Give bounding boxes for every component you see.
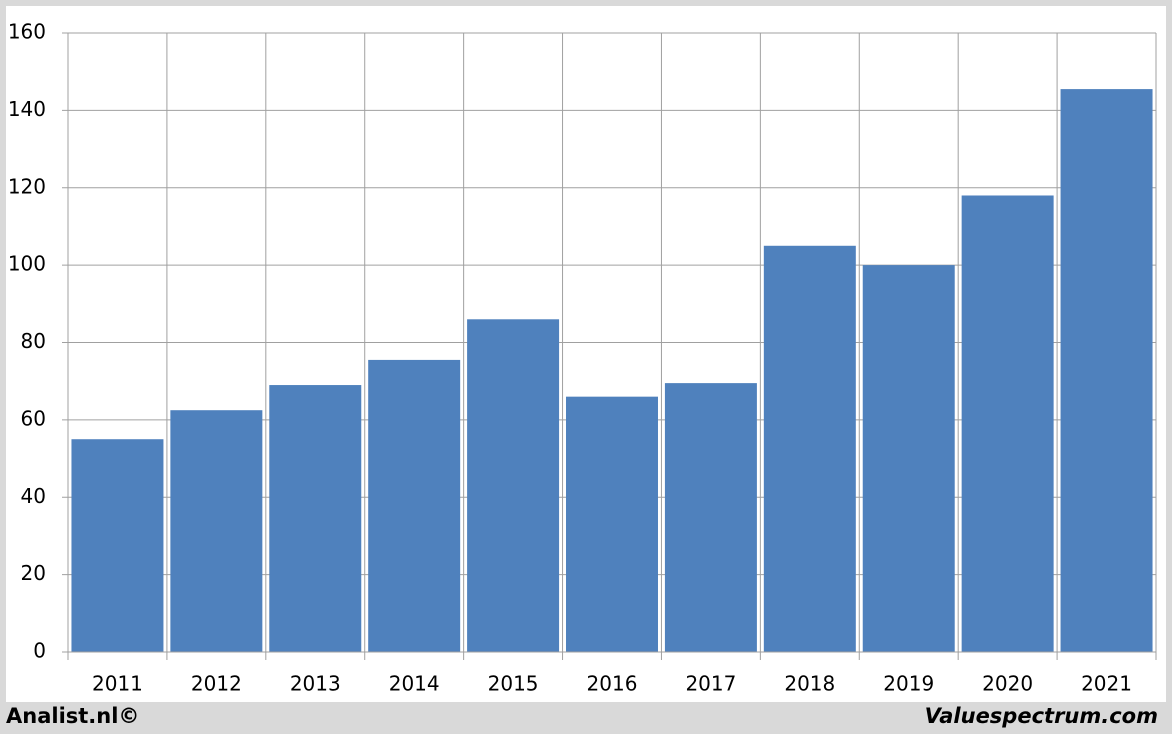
bar: [71, 439, 164, 652]
x-tick-label: 2017: [685, 672, 736, 696]
x-tick-label: 2016: [587, 672, 638, 696]
bar: [961, 195, 1054, 653]
bar: [862, 265, 955, 652]
bar: [566, 396, 658, 652]
y-tick-label: 0: [33, 639, 46, 663]
x-tick-label: 2015: [488, 672, 539, 696]
bar: [170, 410, 263, 652]
y-tick-label: 80: [21, 329, 46, 353]
y-tick-label: 100: [8, 252, 46, 276]
x-tick-label: 2012: [191, 672, 242, 696]
bar: [368, 359, 461, 652]
bar: [1060, 89, 1153, 653]
x-tick-label: 2013: [290, 672, 341, 696]
y-tick-label: 20: [21, 561, 46, 585]
x-tick-label: 2014: [389, 672, 440, 696]
y-tick-label: 60: [21, 406, 46, 430]
y-tick-label: 160: [8, 20, 46, 44]
x-tick-label: 2011: [92, 672, 143, 696]
y-tick-label: 120: [8, 174, 46, 198]
x-tick-label: 2018: [784, 672, 835, 696]
bar: [763, 245, 856, 652]
x-tick-label: 2019: [883, 672, 934, 696]
footer-left: Analist.nl©: [6, 704, 139, 728]
bar: [467, 319, 560, 652]
bar: [269, 385, 362, 652]
x-tick-label: 2021: [1081, 672, 1132, 696]
x-tick-label: 2020: [982, 672, 1033, 696]
bar: [664, 383, 757, 652]
footer-right: Valuespectrum.com: [925, 704, 1158, 728]
y-tick-label: 40: [21, 484, 46, 508]
y-tick-label: 140: [8, 97, 46, 121]
